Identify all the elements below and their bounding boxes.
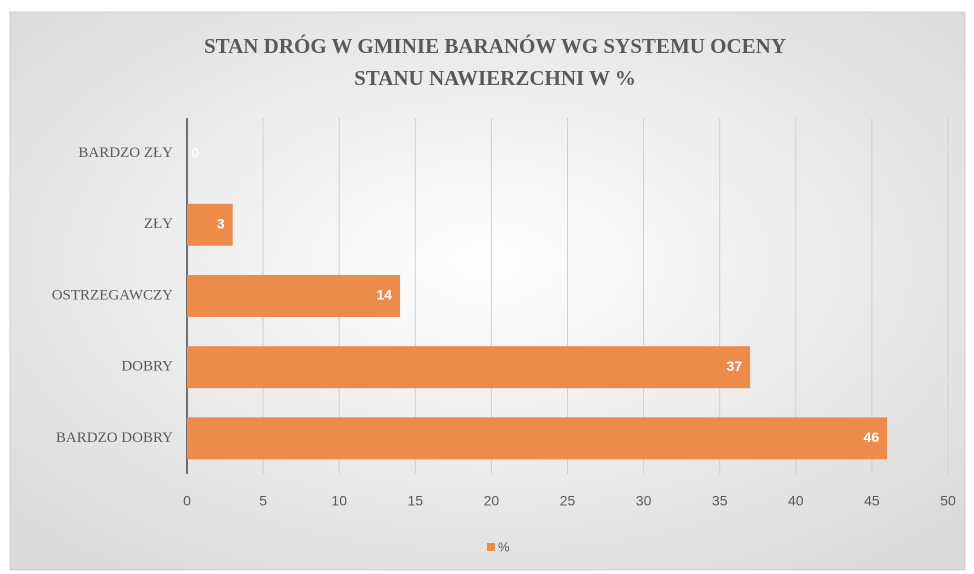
data-label: 0	[191, 144, 199, 160]
data-label: 14	[377, 287, 393, 303]
x-tick-label: 35	[712, 493, 728, 509]
legend-swatch	[487, 543, 495, 551]
x-tick-label: 40	[788, 493, 804, 509]
y-tick-label: DOBRY	[121, 359, 173, 375]
x-tick-label: 30	[636, 493, 652, 509]
y-tick-label: ZŁY	[144, 216, 173, 232]
data-label: 37	[727, 358, 743, 374]
legend-label: %	[498, 539, 510, 554]
data-label: 46	[864, 429, 880, 445]
y-tick-label: OSTRZEGAWCZY	[52, 287, 173, 303]
chart-title: STANU NAWIERZCHNI W %	[354, 66, 636, 90]
bar	[187, 417, 888, 460]
chart-background	[9, 11, 966, 571]
x-tick-label: 0	[183, 493, 191, 509]
x-tick-label: 25	[560, 493, 576, 509]
x-tick-label: 50	[940, 493, 956, 509]
x-tick-label: 10	[331, 493, 347, 509]
chart-title: STAN DRÓG W GMINIE BARANÓW WG SYSTEMU OC…	[204, 34, 786, 58]
data-label: 3	[217, 216, 225, 232]
x-tick-label: 5	[259, 493, 267, 509]
x-tick-label: 15	[408, 493, 424, 509]
x-tick-label: 20	[484, 493, 500, 509]
x-tick-label: 45	[864, 493, 880, 509]
y-tick-label: BARDZO DOBRY	[56, 430, 173, 446]
y-tick-label: BARDZO ZŁY	[78, 145, 173, 161]
bar	[187, 275, 401, 317]
bar	[187, 203, 233, 246]
bar	[187, 346, 751, 389]
